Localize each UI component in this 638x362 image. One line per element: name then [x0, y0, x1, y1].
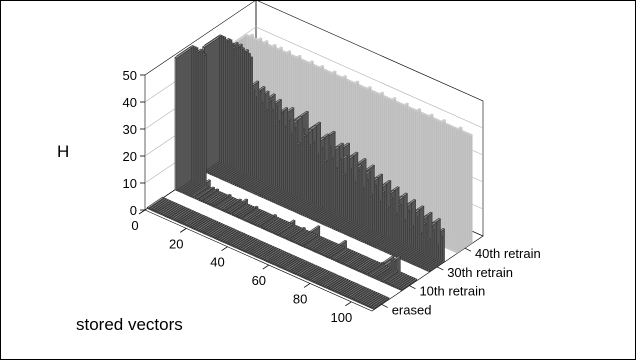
z-tick-label: 10: [123, 176, 137, 191]
bar-top: [202, 36, 221, 48]
z-tick-label: 20: [123, 149, 137, 164]
bar-front: [174, 56, 177, 191]
z-tick-label: 40: [123, 95, 137, 110]
series-label: 10th retrain: [419, 284, 485, 299]
depth-tick-mark: [409, 285, 416, 290]
series-0: [146, 196, 390, 310]
x-tick-mark: [138, 209, 146, 215]
x-tick-mark: [180, 228, 187, 233]
x-tick-mark: [303, 283, 311, 288]
depth-tick-mark: [381, 304, 388, 308]
x-tick-label: 80: [293, 291, 307, 306]
depth-tick-mark: [437, 266, 444, 271]
z-tick-label: 0: [130, 203, 137, 218]
z-tick-label: 30: [123, 122, 137, 137]
chart-bars: [146, 33, 473, 310]
x-axis-title: stored vectors: [76, 315, 183, 334]
x-tick-mark: [221, 246, 228, 252]
series-1: [174, 45, 418, 292]
z-tick-label: 50: [123, 68, 137, 83]
chart-ticks: 0 10 20 30 40 50 0 20 40 60 80 100 erased 10th retrai…: [123, 68, 541, 325]
x-tick-label: 40: [210, 255, 224, 270]
series-label: 30th retrain: [447, 265, 513, 280]
x-tick-mark: [262, 264, 270, 270]
series-label: 40th retrain: [475, 246, 541, 261]
x-tick-label: 100: [331, 310, 353, 325]
bar-top: [174, 46, 193, 59]
z-axis-title: H: [57, 142, 69, 161]
bar: [146, 196, 165, 210]
bar-side: [176, 47, 193, 192]
series-label: erased: [392, 302, 432, 317]
bar-top: [146, 196, 165, 209]
x-tick-mark: [345, 301, 352, 307]
x-tick-label: 20: [169, 236, 183, 251]
depth-tick-mark: [464, 247, 472, 252]
bar: [174, 46, 193, 192]
series-2: [202, 34, 446, 273]
x-tick-label: 60: [252, 273, 266, 288]
x-tick-label: 0: [131, 218, 138, 233]
